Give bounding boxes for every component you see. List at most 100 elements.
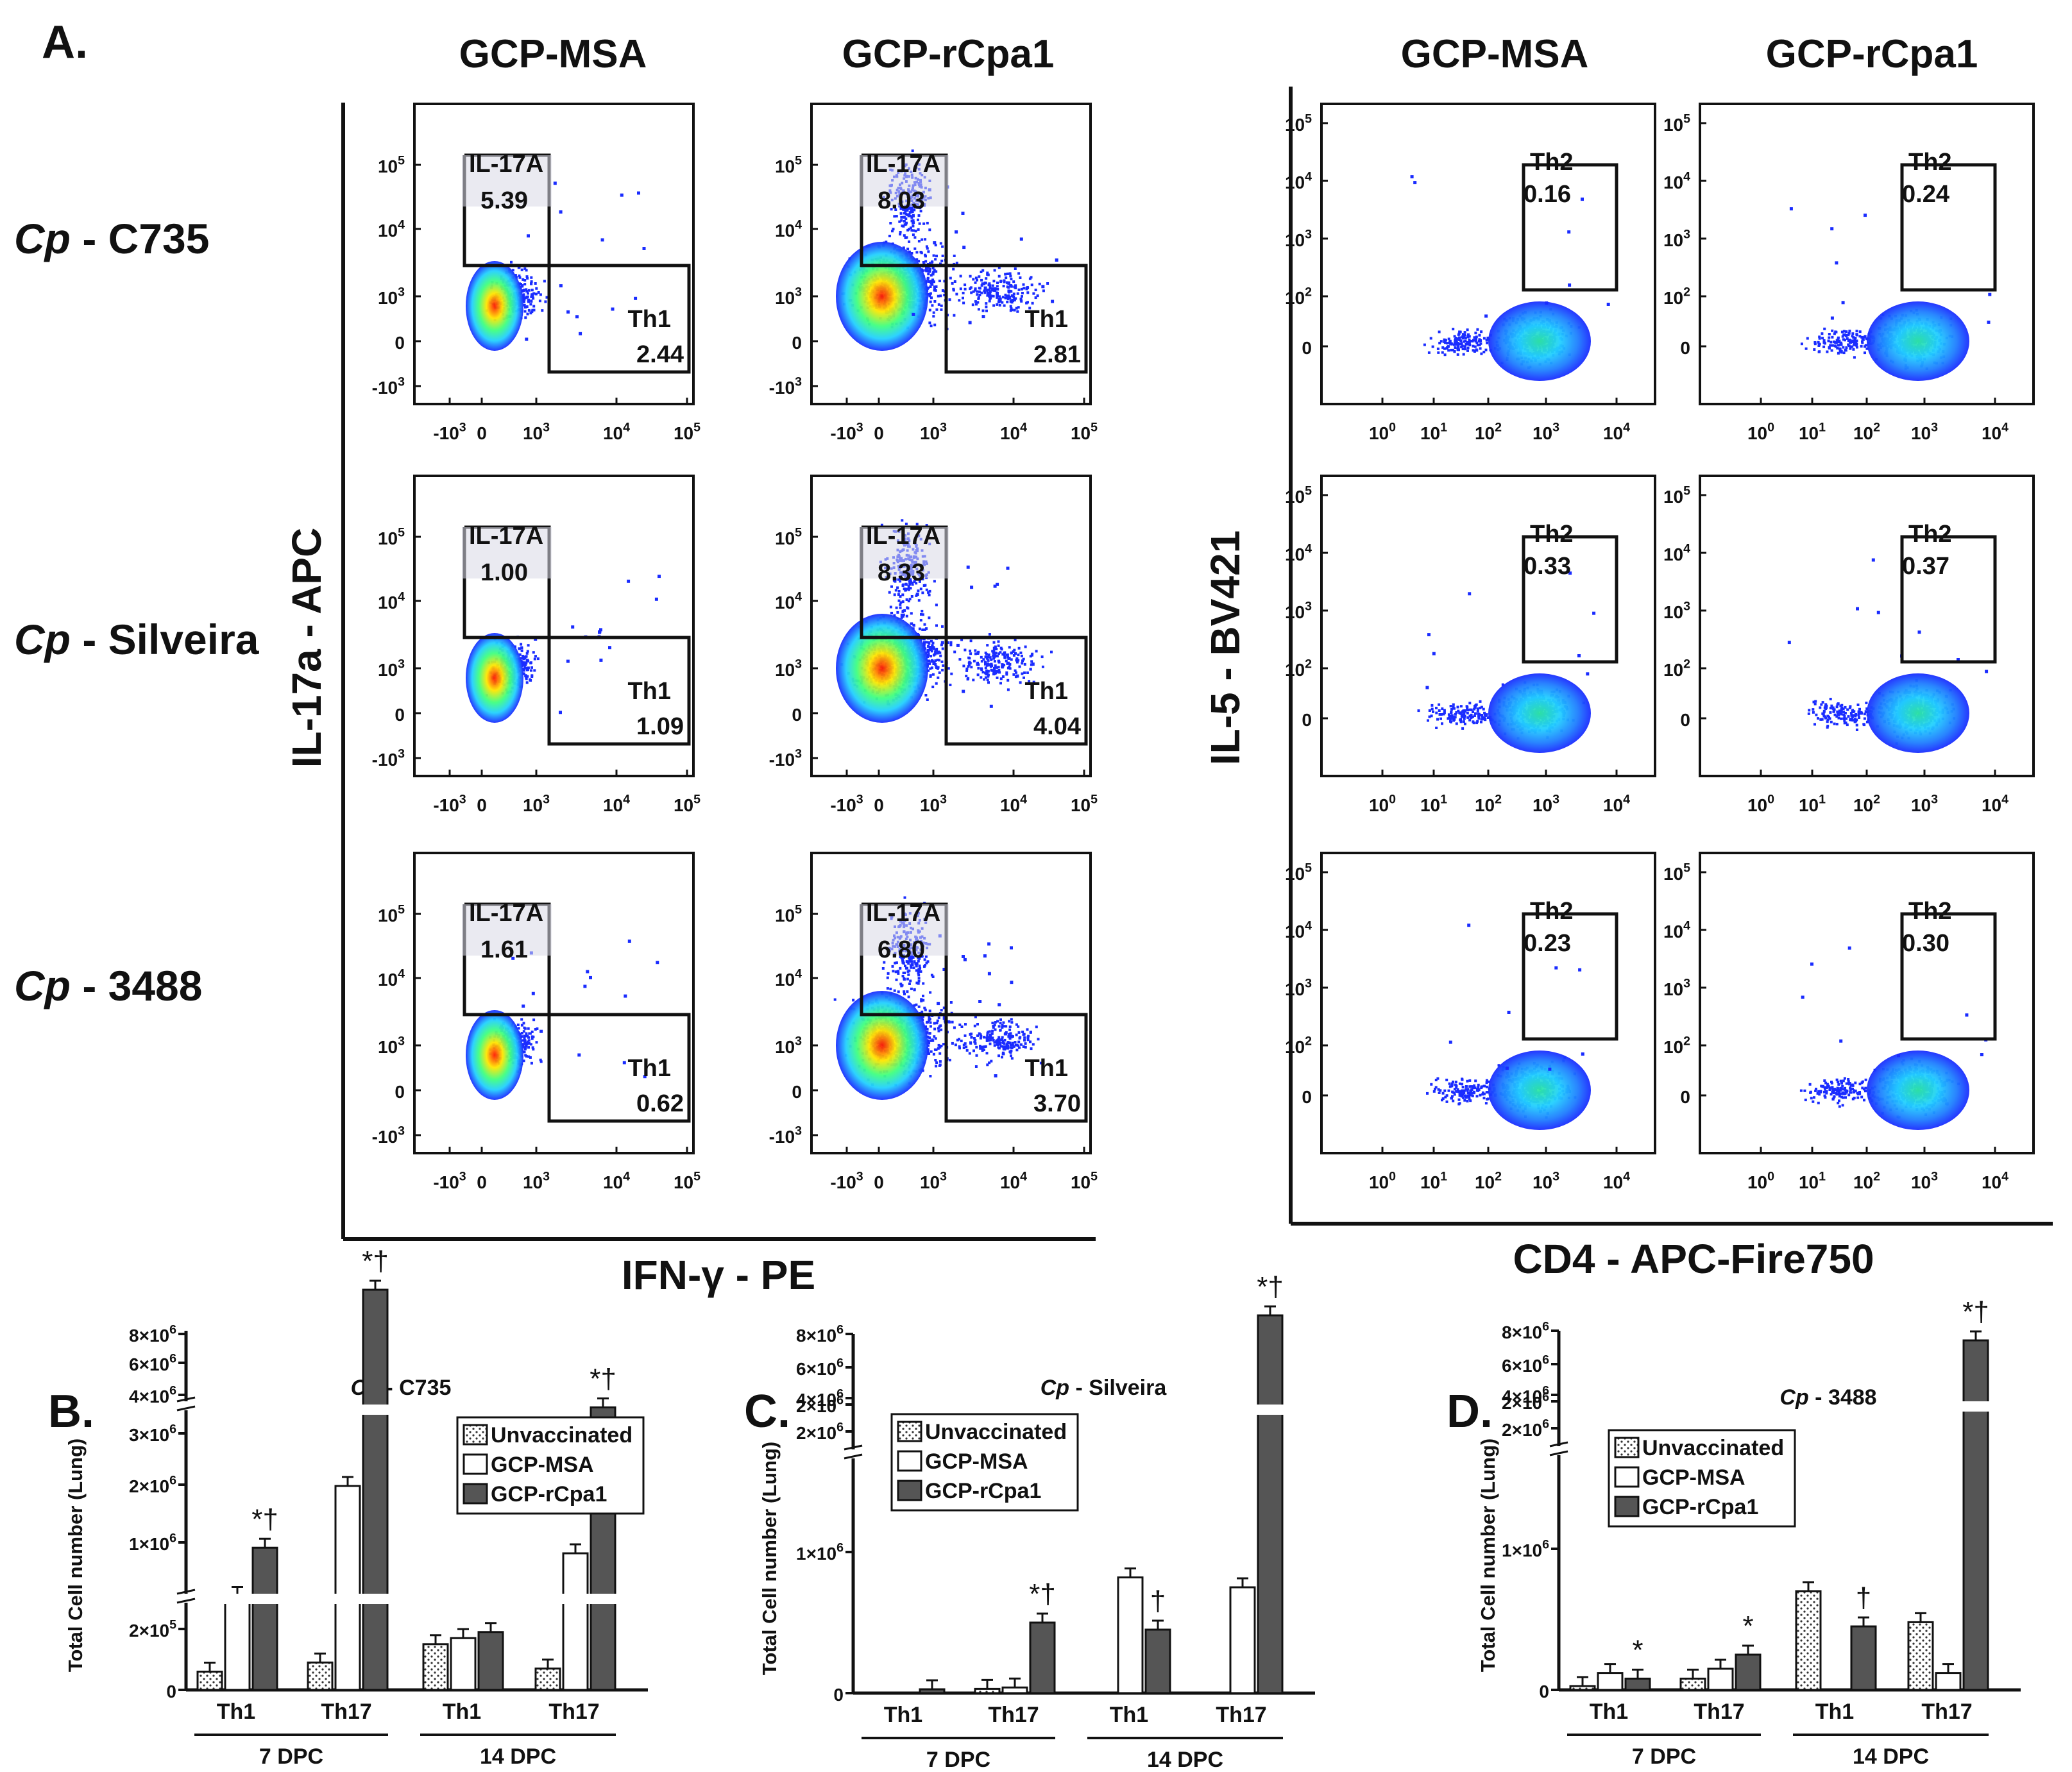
event-dot bbox=[998, 295, 1001, 298]
event-dot bbox=[1834, 345, 1837, 348]
event-dot bbox=[976, 278, 978, 282]
event-dot bbox=[999, 682, 1002, 685]
event-dot bbox=[990, 658, 993, 661]
event-dot bbox=[541, 309, 544, 312]
event-dot bbox=[1005, 671, 1008, 674]
event-dot bbox=[993, 667, 996, 670]
ytick-label: 0 bbox=[792, 705, 802, 725]
event-dot bbox=[1035, 650, 1038, 653]
event-dot bbox=[1025, 301, 1028, 305]
event-dot bbox=[900, 219, 903, 222]
event-dot bbox=[1438, 330, 1441, 333]
ytick-label: 0 bbox=[395, 705, 405, 725]
event-dot bbox=[927, 286, 930, 289]
event-dot bbox=[1020, 300, 1023, 303]
event-dot bbox=[1423, 343, 1426, 346]
gate-label-il17a: IL-17A bbox=[866, 523, 940, 550]
event-dot bbox=[998, 274, 1001, 278]
event-dot bbox=[1449, 720, 1452, 723]
event-dot bbox=[980, 655, 983, 659]
event-dot bbox=[912, 624, 915, 627]
event-dot bbox=[1010, 658, 1013, 661]
event-dot bbox=[518, 274, 521, 278]
event-dot bbox=[1473, 714, 1476, 717]
event-dot bbox=[1041, 665, 1044, 668]
event-dot bbox=[511, 269, 514, 272]
event-dot bbox=[994, 289, 997, 292]
event-dot bbox=[1473, 706, 1477, 709]
event-dot bbox=[518, 276, 522, 279]
event-dot bbox=[1463, 345, 1466, 348]
event-dot bbox=[972, 659, 976, 662]
event-dot bbox=[896, 611, 899, 614]
value-th1: 4.04 bbox=[1033, 713, 1081, 740]
event-dot bbox=[1477, 717, 1481, 720]
event-dot bbox=[902, 613, 905, 616]
right-ylabel: IL-5 - BV421 bbox=[1202, 530, 1248, 765]
density-core bbox=[466, 261, 523, 351]
gate-label-bg bbox=[462, 527, 552, 578]
event-dot bbox=[1005, 276, 1008, 280]
event-dot bbox=[1458, 339, 1461, 341]
event-dot bbox=[969, 649, 972, 652]
event-dot bbox=[1826, 350, 1829, 353]
event-dot bbox=[1001, 296, 1005, 299]
event-dot bbox=[951, 282, 954, 285]
event-dot bbox=[912, 229, 915, 232]
event-dot bbox=[910, 595, 913, 598]
event-dot bbox=[917, 228, 920, 231]
event-dot bbox=[931, 686, 935, 689]
event-dot bbox=[529, 661, 532, 664]
event-dot bbox=[962, 301, 965, 305]
event-dot bbox=[1461, 333, 1465, 336]
event-dot bbox=[1853, 341, 1856, 344]
event-dot bbox=[1475, 348, 1478, 351]
event-dot bbox=[1479, 342, 1482, 345]
outlier-event bbox=[599, 658, 603, 662]
event-dot bbox=[974, 287, 977, 291]
event-dot bbox=[1822, 339, 1826, 342]
event-dot bbox=[996, 676, 999, 679]
event-dot bbox=[1466, 328, 1469, 332]
event-dot bbox=[932, 654, 935, 657]
event-dot bbox=[997, 652, 1000, 655]
event-dot bbox=[985, 662, 989, 666]
event-dot bbox=[531, 289, 534, 292]
event-dot bbox=[998, 266, 1001, 269]
event-dot bbox=[992, 304, 996, 307]
event-dot bbox=[1455, 711, 1458, 714]
event-dot bbox=[1453, 707, 1456, 710]
event-dot bbox=[1459, 330, 1462, 333]
event-dot bbox=[907, 600, 910, 603]
event-dot bbox=[1473, 705, 1477, 708]
event-dot bbox=[1855, 333, 1858, 336]
event-dot bbox=[1021, 659, 1024, 662]
gate-th2 bbox=[1522, 163, 1618, 292]
event-dot bbox=[1480, 705, 1483, 709]
event-dot bbox=[1475, 335, 1478, 339]
xtick-label: -103 bbox=[830, 792, 863, 815]
event-dot bbox=[927, 250, 930, 253]
event-dot bbox=[928, 642, 931, 645]
event-dot bbox=[1034, 289, 1037, 292]
event-dot bbox=[968, 657, 971, 660]
event-dot bbox=[1448, 340, 1452, 343]
event-dot bbox=[925, 524, 928, 527]
event-dot bbox=[1030, 276, 1033, 279]
xtick-label: 100 bbox=[1369, 420, 1396, 443]
event-dot bbox=[1439, 717, 1442, 720]
event-dot bbox=[941, 255, 944, 257]
event-dot bbox=[1021, 662, 1024, 665]
xtick-label: -103 bbox=[433, 792, 466, 815]
event-dot bbox=[927, 645, 930, 648]
event-dot bbox=[993, 660, 996, 663]
event-dot bbox=[928, 267, 931, 271]
event-dot bbox=[931, 267, 935, 270]
event-dot bbox=[935, 603, 938, 607]
event-dot bbox=[525, 269, 528, 272]
event-dot bbox=[1451, 714, 1454, 717]
event-dot bbox=[1477, 714, 1480, 718]
event-dot bbox=[520, 643, 523, 646]
left-xlabel: IFN-γ - PE bbox=[622, 1252, 815, 1298]
event-dot bbox=[924, 266, 928, 269]
